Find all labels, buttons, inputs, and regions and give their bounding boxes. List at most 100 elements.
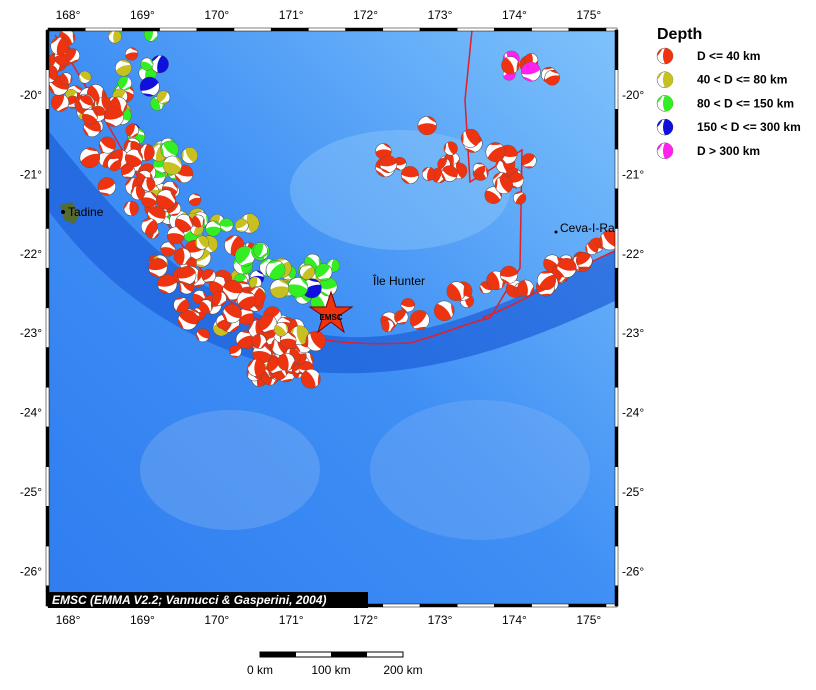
ball-lobe xyxy=(437,158,448,170)
frame-segment xyxy=(494,603,532,608)
ball-lobe xyxy=(142,93,154,97)
lat-label: -23° xyxy=(20,326,42,340)
frame-segment xyxy=(45,29,50,70)
frame-segment xyxy=(345,27,384,32)
focal-mechanism xyxy=(251,333,267,349)
ball-lobe xyxy=(124,142,129,152)
focal-mechanism xyxy=(301,368,321,389)
focal-mechanism xyxy=(124,47,139,61)
ball-lobe xyxy=(98,177,116,190)
ball-lobe xyxy=(135,186,145,200)
lon-label: 170° xyxy=(204,613,229,627)
ball-lobe xyxy=(248,320,254,331)
frame-segment xyxy=(233,27,272,32)
ball-lobe xyxy=(576,252,591,266)
ball-lobe xyxy=(521,153,535,166)
focal-mechanism xyxy=(198,299,213,314)
ball-lobe xyxy=(301,266,315,280)
place-dot xyxy=(61,210,65,214)
frame-segment xyxy=(84,27,123,32)
frame-segment xyxy=(45,188,50,229)
focal-mechanism xyxy=(544,70,560,86)
ball-lobe xyxy=(266,247,270,258)
ball-lobe xyxy=(238,281,249,285)
frame-segment xyxy=(614,228,619,269)
place-label: Île Hunter xyxy=(372,273,425,288)
focal-mechanism xyxy=(521,61,541,82)
ball-lobe xyxy=(235,219,248,229)
frame-segment xyxy=(270,27,309,32)
frame-segment xyxy=(614,466,619,507)
ball-lobe xyxy=(163,161,182,175)
frame-segment xyxy=(45,307,50,348)
ball-lobe xyxy=(161,101,169,104)
focal-mechanism xyxy=(400,298,415,313)
ball-lobe xyxy=(489,142,502,145)
focal-mechanism xyxy=(219,218,234,233)
ball-lobe xyxy=(543,67,553,70)
ball-lobe xyxy=(24,71,35,81)
ball-lobe xyxy=(447,141,458,155)
focal-mechanism xyxy=(400,166,419,185)
ball-lobe xyxy=(315,263,330,278)
ball-lobe xyxy=(657,72,663,80)
ball-lobe xyxy=(179,310,198,325)
frame-segment xyxy=(614,29,619,70)
ball-lobe xyxy=(51,93,65,111)
focal-mechanism xyxy=(205,220,222,237)
lat-label: -21° xyxy=(20,167,42,181)
ball-lobe xyxy=(529,286,534,296)
ball-lobe xyxy=(205,280,214,283)
lat-label: -22° xyxy=(20,247,42,261)
ball-lobe xyxy=(157,274,177,287)
focal-mechanism xyxy=(130,185,146,201)
ball-lobe xyxy=(515,193,526,205)
ball-lobe xyxy=(125,154,142,167)
ball-lobe xyxy=(206,214,209,225)
frame-segment xyxy=(47,27,86,32)
ball-lobe xyxy=(202,291,207,299)
ball-lobe xyxy=(172,181,178,190)
ball-lobe xyxy=(197,328,210,339)
lon-label: 168° xyxy=(56,8,81,22)
frame-segment xyxy=(568,27,607,32)
ball-lobe xyxy=(49,84,55,95)
ball-lobe xyxy=(213,220,221,227)
ball-lobe xyxy=(557,268,565,278)
focal-mechanism xyxy=(150,96,165,111)
focal-mechanism xyxy=(239,213,260,234)
ball-lobe xyxy=(281,378,293,382)
ball-lobe xyxy=(156,90,168,103)
ball-lobe xyxy=(222,311,228,322)
ball-lobe xyxy=(260,258,269,265)
ball-lobe xyxy=(60,73,69,85)
legend-title: Depth xyxy=(657,26,702,43)
ball-lobe xyxy=(156,195,175,210)
ball-lobe xyxy=(92,109,98,118)
ball-lobe xyxy=(48,64,58,81)
ball-lobe xyxy=(444,143,447,152)
ball-lobe xyxy=(157,55,169,73)
place-label: Ceva-I-Ra xyxy=(560,221,615,235)
ball-lobe xyxy=(285,324,289,332)
ball-lobe xyxy=(74,85,83,92)
lat-label: -24° xyxy=(20,406,42,420)
ball-lobe xyxy=(305,335,309,347)
ball-lobe xyxy=(160,146,164,157)
frame-segment xyxy=(614,347,619,388)
ball-lobe xyxy=(219,300,227,306)
ball-lobe xyxy=(141,197,157,208)
ball-lobe xyxy=(446,283,462,301)
scale-bar: 0 km 100 km 200 km xyxy=(247,651,423,677)
ball-lobe xyxy=(167,233,185,244)
ball-lobe xyxy=(176,226,185,234)
focal-mechanism xyxy=(141,218,158,235)
ball-lobe xyxy=(272,370,283,374)
ball-lobe xyxy=(123,176,132,179)
ball-lobe xyxy=(422,167,429,173)
focal-mechanism xyxy=(177,266,197,285)
ball-lobe xyxy=(383,143,391,149)
focal-mechanism xyxy=(140,57,154,71)
ball-lobe xyxy=(663,142,673,159)
focal-mechanism xyxy=(381,319,395,333)
